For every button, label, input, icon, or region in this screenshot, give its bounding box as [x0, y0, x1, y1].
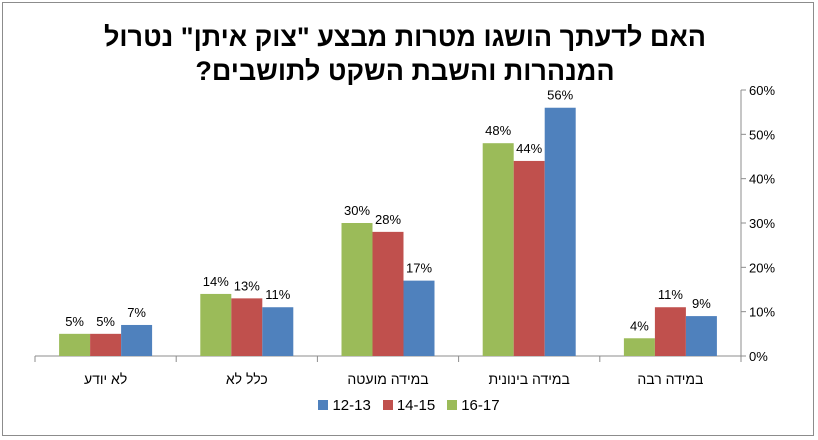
bar — [341, 223, 373, 356]
chart-title-line2: המנהרות והשבת השקט לתושבים? — [195, 56, 615, 86]
data-label: 14% — [203, 274, 229, 289]
bar — [654, 307, 686, 356]
chart-title-line1: האם לדעתך הושגו מטרות מבצע "צוק איתן" נט… — [103, 22, 707, 52]
bar — [59, 333, 91, 356]
y-tick-label: 30% — [749, 216, 775, 231]
bar — [372, 231, 404, 356]
category-label: כלל לא — [226, 371, 268, 387]
category-label: במידה רבה — [637, 371, 703, 387]
bar — [685, 316, 717, 356]
legend-swatch — [382, 400, 393, 410]
data-label: 56% — [547, 88, 573, 103]
bar — [513, 160, 545, 356]
chart-frame — [2, 2, 814, 436]
chart-legend: 12-13 14-15 16-17 — [0, 397, 818, 414]
bar — [403, 280, 435, 356]
data-label: 30% — [344, 203, 370, 218]
category-label: במידה מועטה — [347, 371, 428, 387]
bar — [544, 107, 576, 356]
bar — [121, 324, 153, 356]
data-label: 11% — [658, 287, 683, 302]
legend-label: 16-17 — [461, 397, 500, 414]
data-label: 5% — [96, 314, 115, 329]
bar — [482, 143, 514, 356]
legend-item: 14-15 — [382, 397, 436, 414]
bar — [231, 298, 263, 356]
y-tick-label: 0% — [749, 349, 768, 364]
bar — [90, 333, 122, 356]
legend-label: 14-15 — [396, 397, 436, 414]
category-label: במידה בינונית — [489, 371, 570, 387]
data-label: 48% — [485, 123, 511, 138]
legend-label: 12-13 — [332, 397, 371, 414]
data-label: 13% — [234, 278, 260, 293]
y-tick-label: 20% — [749, 260, 775, 275]
data-label: 11% — [265, 287, 290, 302]
legend-swatch — [318, 400, 329, 410]
bar — [200, 293, 232, 356]
category-label: לא יודע — [84, 371, 127, 387]
data-label: 17% — [406, 261, 432, 276]
chart-title: האם לדעתך הושגו מטרות מבצע "צוק איתן" נט… — [40, 20, 770, 88]
legend-swatch — [447, 400, 458, 410]
data-label: 4% — [630, 318, 649, 333]
data-label: 5% — [65, 314, 84, 329]
y-tick-label: 40% — [749, 172, 775, 187]
y-tick-label: 10% — [749, 305, 775, 320]
data-label: 28% — [375, 212, 401, 227]
data-label: 9% — [692, 296, 711, 311]
bar — [623, 338, 655, 356]
data-label: 7% — [127, 305, 146, 320]
y-tick-label: 50% — [749, 127, 775, 142]
legend-item: 12-13 — [318, 397, 371, 414]
y-tick-label: 60% — [749, 83, 775, 98]
legend-item: 16-17 — [447, 397, 500, 414]
data-label: 44% — [516, 141, 542, 156]
bar — [262, 307, 294, 356]
